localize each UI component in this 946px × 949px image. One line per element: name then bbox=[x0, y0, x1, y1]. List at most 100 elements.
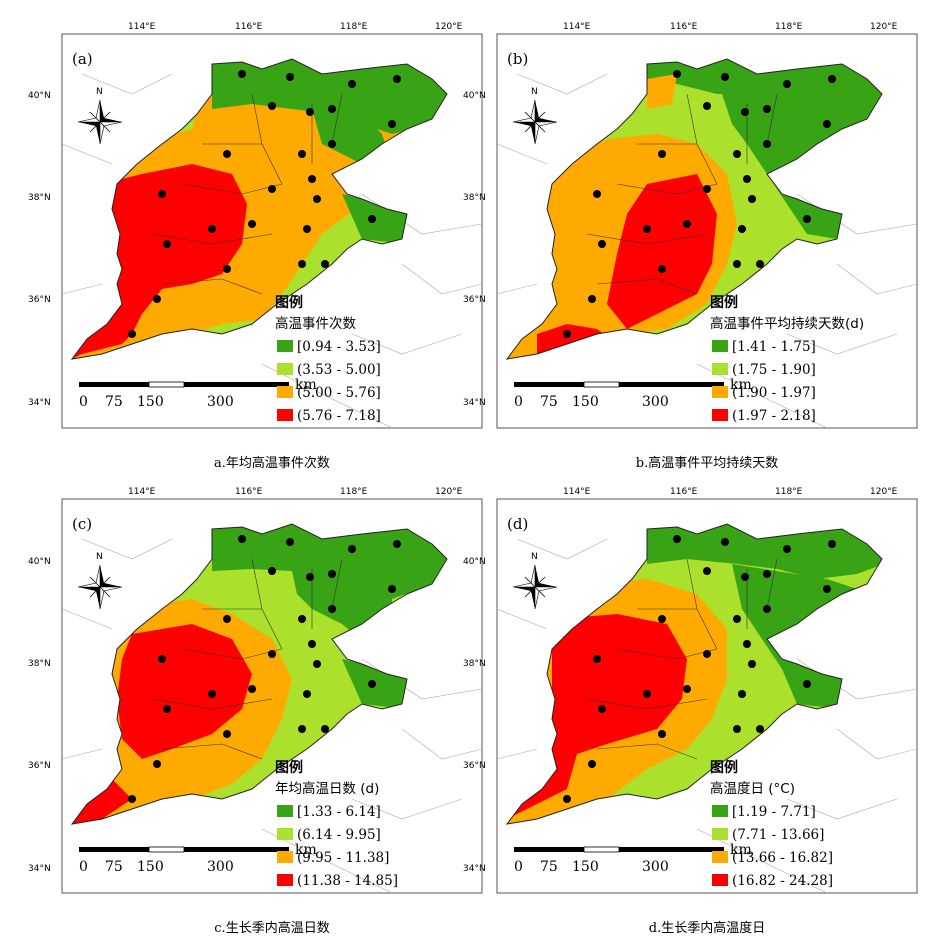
station-dot bbox=[658, 730, 666, 738]
station-dot bbox=[286, 73, 294, 81]
station-dot bbox=[703, 102, 711, 110]
lat-tick: 34°N bbox=[463, 864, 486, 874]
station-dot bbox=[313, 660, 321, 668]
station-dot bbox=[738, 690, 746, 698]
lat-tick: 34°N bbox=[463, 398, 486, 408]
north-arrow: N bbox=[512, 87, 558, 145]
legend-class-label: [0.94 - 3.53] bbox=[297, 339, 381, 355]
scale-tick: 300 bbox=[642, 859, 669, 875]
lon-tick: 118°E bbox=[775, 487, 803, 497]
station-dot bbox=[163, 705, 171, 713]
legend-class-label: [1.19 - 7.71] bbox=[732, 804, 816, 820]
legend-swatch bbox=[712, 874, 728, 886]
station-dot bbox=[743, 175, 751, 183]
zone-class-1 bbox=[647, 524, 882, 579]
legend-subtitle: 高温事件平均持续天数(d) bbox=[710, 315, 864, 332]
station-dot bbox=[393, 540, 401, 548]
station-dot bbox=[248, 220, 256, 228]
map-b-svg: (b) N km 0 75 150 300 图例 高温事件平均持续天数(d) [… bbox=[496, 33, 918, 429]
lon-tick: 116°E bbox=[235, 22, 263, 32]
map-panel-b: (b) N km 0 75 150 300 图例 高温事件平均持续天数(d) [… bbox=[496, 33, 918, 429]
scale-unit: km bbox=[295, 377, 317, 393]
legend-title: 图例 bbox=[710, 294, 738, 311]
legend-swatch bbox=[712, 386, 728, 398]
map-b-zones bbox=[507, 59, 882, 359]
station-dot bbox=[563, 795, 571, 803]
scale-bar: km 0 75 150 300 bbox=[514, 377, 752, 410]
lon-tick: 116°E bbox=[670, 487, 698, 497]
north-label: N bbox=[96, 552, 103, 562]
legend-swatch bbox=[712, 851, 728, 863]
panel-tag: (b) bbox=[507, 50, 528, 68]
lon-tick: 114°E bbox=[128, 487, 156, 497]
station-dot bbox=[703, 185, 711, 193]
panel-tag: (a) bbox=[72, 50, 93, 68]
map-d-svg: (d) N km 0 75 150 300 图例 高温度日 (°C) [1.19… bbox=[496, 498, 918, 894]
lon-tick: 118°E bbox=[340, 487, 368, 497]
station-points bbox=[563, 70, 836, 338]
lon-tick: 118°E bbox=[775, 22, 803, 32]
scale-tick: 150 bbox=[137, 394, 164, 410]
lat-tick: 40°N bbox=[463, 557, 486, 567]
station-dot bbox=[733, 725, 741, 733]
station-dot bbox=[368, 215, 376, 223]
station-dot bbox=[388, 120, 396, 128]
lon-tick: 120°E bbox=[435, 22, 463, 32]
station-dot bbox=[321, 260, 329, 268]
scale-tick: 150 bbox=[137, 859, 164, 875]
map-panel-a: (a) N km 0 75 150 300 图例 高温事件次数 [0.94 - … bbox=[61, 33, 483, 429]
caption-a: a.年均高温事件次数 bbox=[214, 456, 330, 471]
map-a-svg: (a) N km 0 75 150 300 图例 高温事件次数 [0.94 - … bbox=[61, 33, 483, 429]
station-dot bbox=[306, 573, 314, 581]
legend-class-label: (11.38 - 14.85] bbox=[297, 873, 398, 889]
station-dot bbox=[298, 150, 306, 158]
station-dot bbox=[823, 120, 831, 128]
lon-tick: 114°E bbox=[563, 22, 591, 32]
scale-tick: 0 bbox=[514, 394, 523, 410]
panel-tag: (c) bbox=[72, 515, 92, 533]
station-dot bbox=[248, 685, 256, 693]
map-panel-c: (c) N km 0 75 150 300 图例 年均高温日数 (d) [1.3… bbox=[61, 498, 483, 894]
station-dot bbox=[328, 105, 336, 113]
legend-swatch bbox=[712, 363, 728, 375]
legend-subtitle: 年均高温日数 (d) bbox=[275, 780, 379, 797]
scale-tick: 0 bbox=[79, 859, 88, 875]
scale-tick: 75 bbox=[540, 394, 558, 410]
scale-tick: 75 bbox=[540, 859, 558, 875]
station-dot bbox=[658, 265, 666, 273]
legend-class-label: (16.82 - 24.28] bbox=[732, 873, 833, 889]
scale-tick: 75 bbox=[105, 859, 123, 875]
station-dot bbox=[733, 615, 741, 623]
north-arrow: N bbox=[512, 552, 558, 610]
zone-class-3 bbox=[647, 74, 677, 109]
station-dot bbox=[268, 102, 276, 110]
map-legend: 图例 高温事件平均持续天数(d) [1.41 - 1.75] (1.75 - 1… bbox=[710, 294, 864, 424]
station-dot bbox=[328, 140, 336, 148]
scale-tick: 75 bbox=[105, 394, 123, 410]
station-dot bbox=[298, 725, 306, 733]
zone-class-4 bbox=[117, 624, 252, 759]
lon-tick: 114°E bbox=[128, 22, 156, 32]
map-legend: 图例 年均高温日数 (d) [1.33 - 6.14] (6.14 - 9.95… bbox=[275, 759, 398, 889]
station-dot bbox=[286, 538, 294, 546]
scale-bar: km 0 75 150 300 bbox=[79, 377, 317, 410]
lat-tick: 38°N bbox=[463, 659, 486, 669]
station-dot bbox=[348, 545, 356, 553]
legend-class-label: [1.41 - 1.75] bbox=[732, 339, 816, 355]
legend-swatch bbox=[277, 409, 293, 421]
map-c-svg: (c) N km 0 75 150 300 图例 年均高温日数 (d) [1.3… bbox=[61, 498, 483, 894]
lat-tick: 40°N bbox=[463, 91, 486, 101]
map-legend: 图例 高温事件次数 [0.94 - 3.53] (3.53 - 5.00] (5… bbox=[275, 294, 381, 424]
station-dot bbox=[321, 725, 329, 733]
legend-class-label: (13.66 - 16.82] bbox=[732, 850, 833, 866]
station-dot bbox=[238, 70, 246, 78]
station-dot bbox=[783, 545, 791, 553]
lon-tick: 114°E bbox=[563, 487, 591, 497]
legend-class-label: (7.71 - 13.66] bbox=[732, 827, 824, 843]
legend-swatch bbox=[277, 386, 293, 398]
station-dot bbox=[738, 225, 746, 233]
station-dot bbox=[208, 225, 216, 233]
station-dot bbox=[368, 680, 376, 688]
lat-tick: 34°N bbox=[28, 864, 51, 874]
station-dot bbox=[298, 260, 306, 268]
